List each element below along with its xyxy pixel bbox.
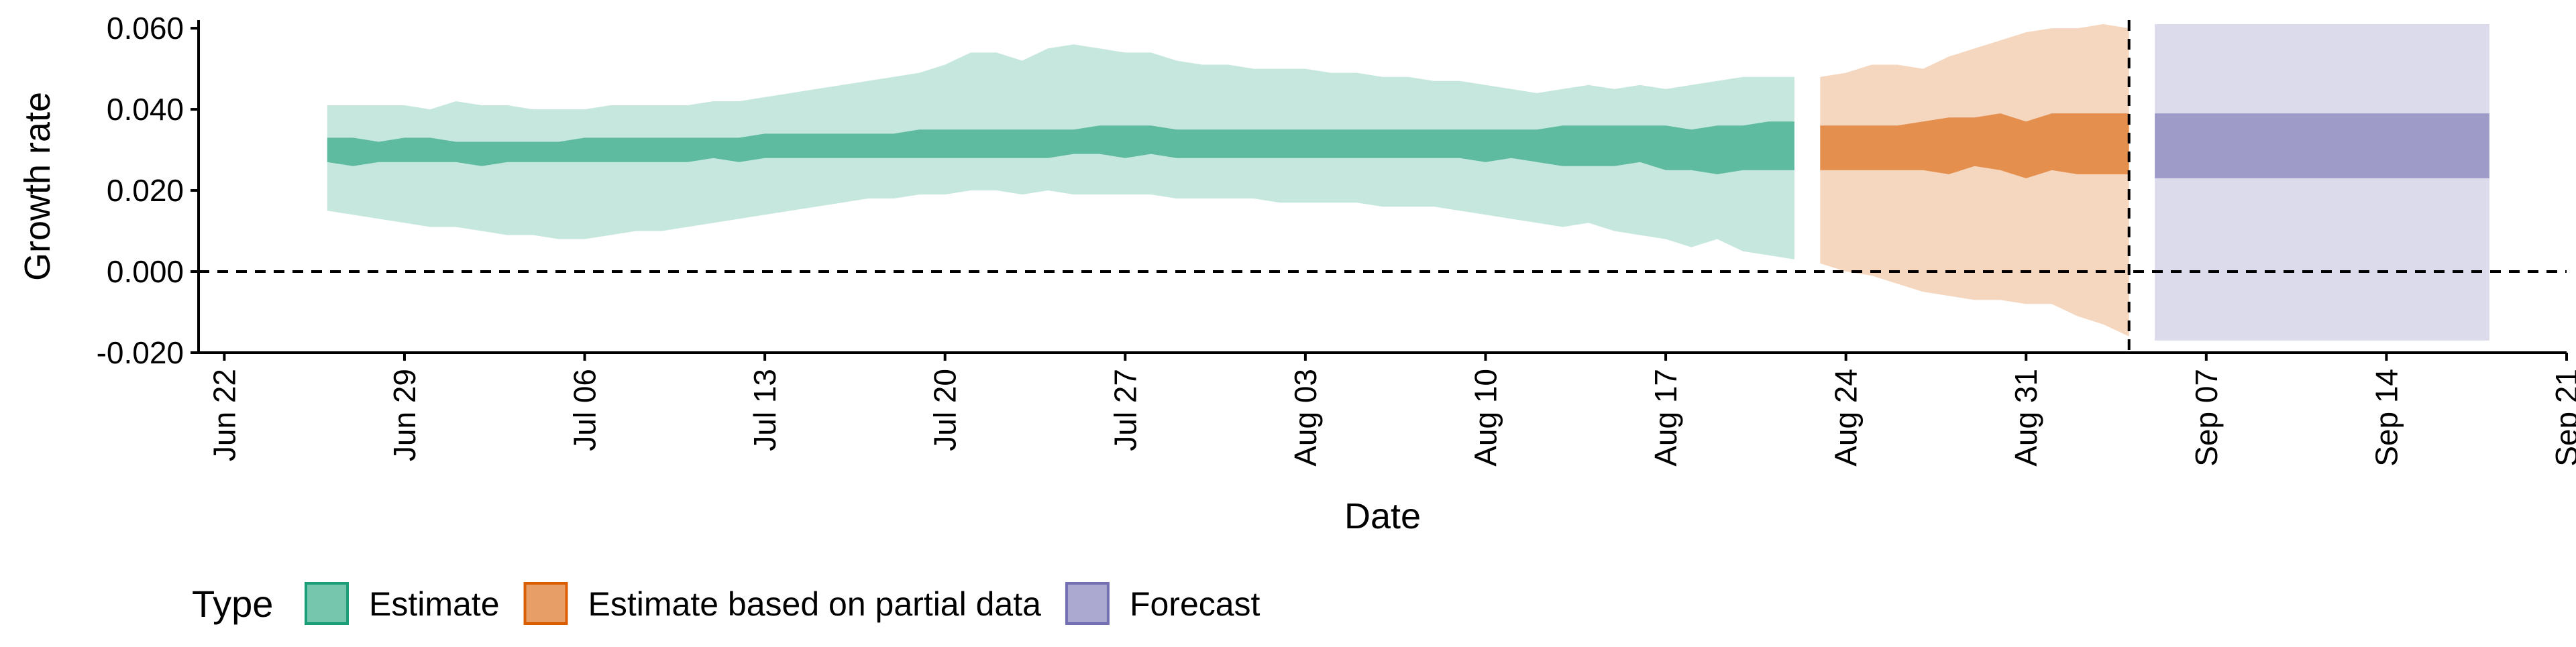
x-tick-label: Jul 06 [568,369,602,451]
band-inner-estimate [327,121,1794,174]
legend-label: Estimate based on partial data [588,585,1042,623]
x-tick-label: Jul 20 [928,369,963,451]
bands-layer [327,24,2489,341]
band-inner-forecast [2155,113,2489,178]
y-axis-title: Growth rate [17,92,58,281]
x-tick-label: Sep 21 [2549,369,2576,467]
x-tick-label: Aug 17 [1648,369,1683,467]
x-tick-label: Sep 14 [2369,369,2404,467]
legend-swatch [305,582,349,625]
legend-label: Forecast [1130,585,1260,623]
y-tick-label: -0.020 [97,335,184,370]
reference-lines [199,20,2567,353]
legend-swatch [1065,582,1110,625]
axes: -0.020 0.000 0.020 0.040 0.060 Jun 22 Jun 29 Ju… [17,11,2576,536]
y-tick-label: 0.020 [107,173,184,208]
band-inner-estimate-based-on-partial-data [1820,113,2129,178]
legend-swatch [523,582,568,625]
x-tick-label: Jun 29 [387,369,422,461]
y-tick-label: 0.000 [107,254,184,289]
x-tick-label: Aug 10 [1468,369,1503,467]
legend-title: Type [192,583,273,625]
x-tick-label: Aug 24 [1829,369,1864,467]
x-tick-label: Jul 13 [747,369,782,451]
x-axis-title: Date [1344,496,1421,536]
x-tick-label: Aug 03 [1288,369,1323,467]
y-tick-label: 0.040 [107,92,184,127]
x-tick-label: Jun 22 [207,369,241,461]
x-tick-label: Sep 07 [2189,369,2224,467]
band-outer-forecast [2155,24,2489,341]
band-outer-estimate-based-on-partial-data [1820,24,2129,337]
legend-label: Estimate [369,585,500,623]
legend: Type Estimate Estimate based on partial da… [192,582,1260,625]
y-tick-label: 0.060 [107,11,184,46]
x-tick-label: Jul 27 [1108,369,1142,451]
x-tick-label: Aug 31 [2008,369,2043,467]
